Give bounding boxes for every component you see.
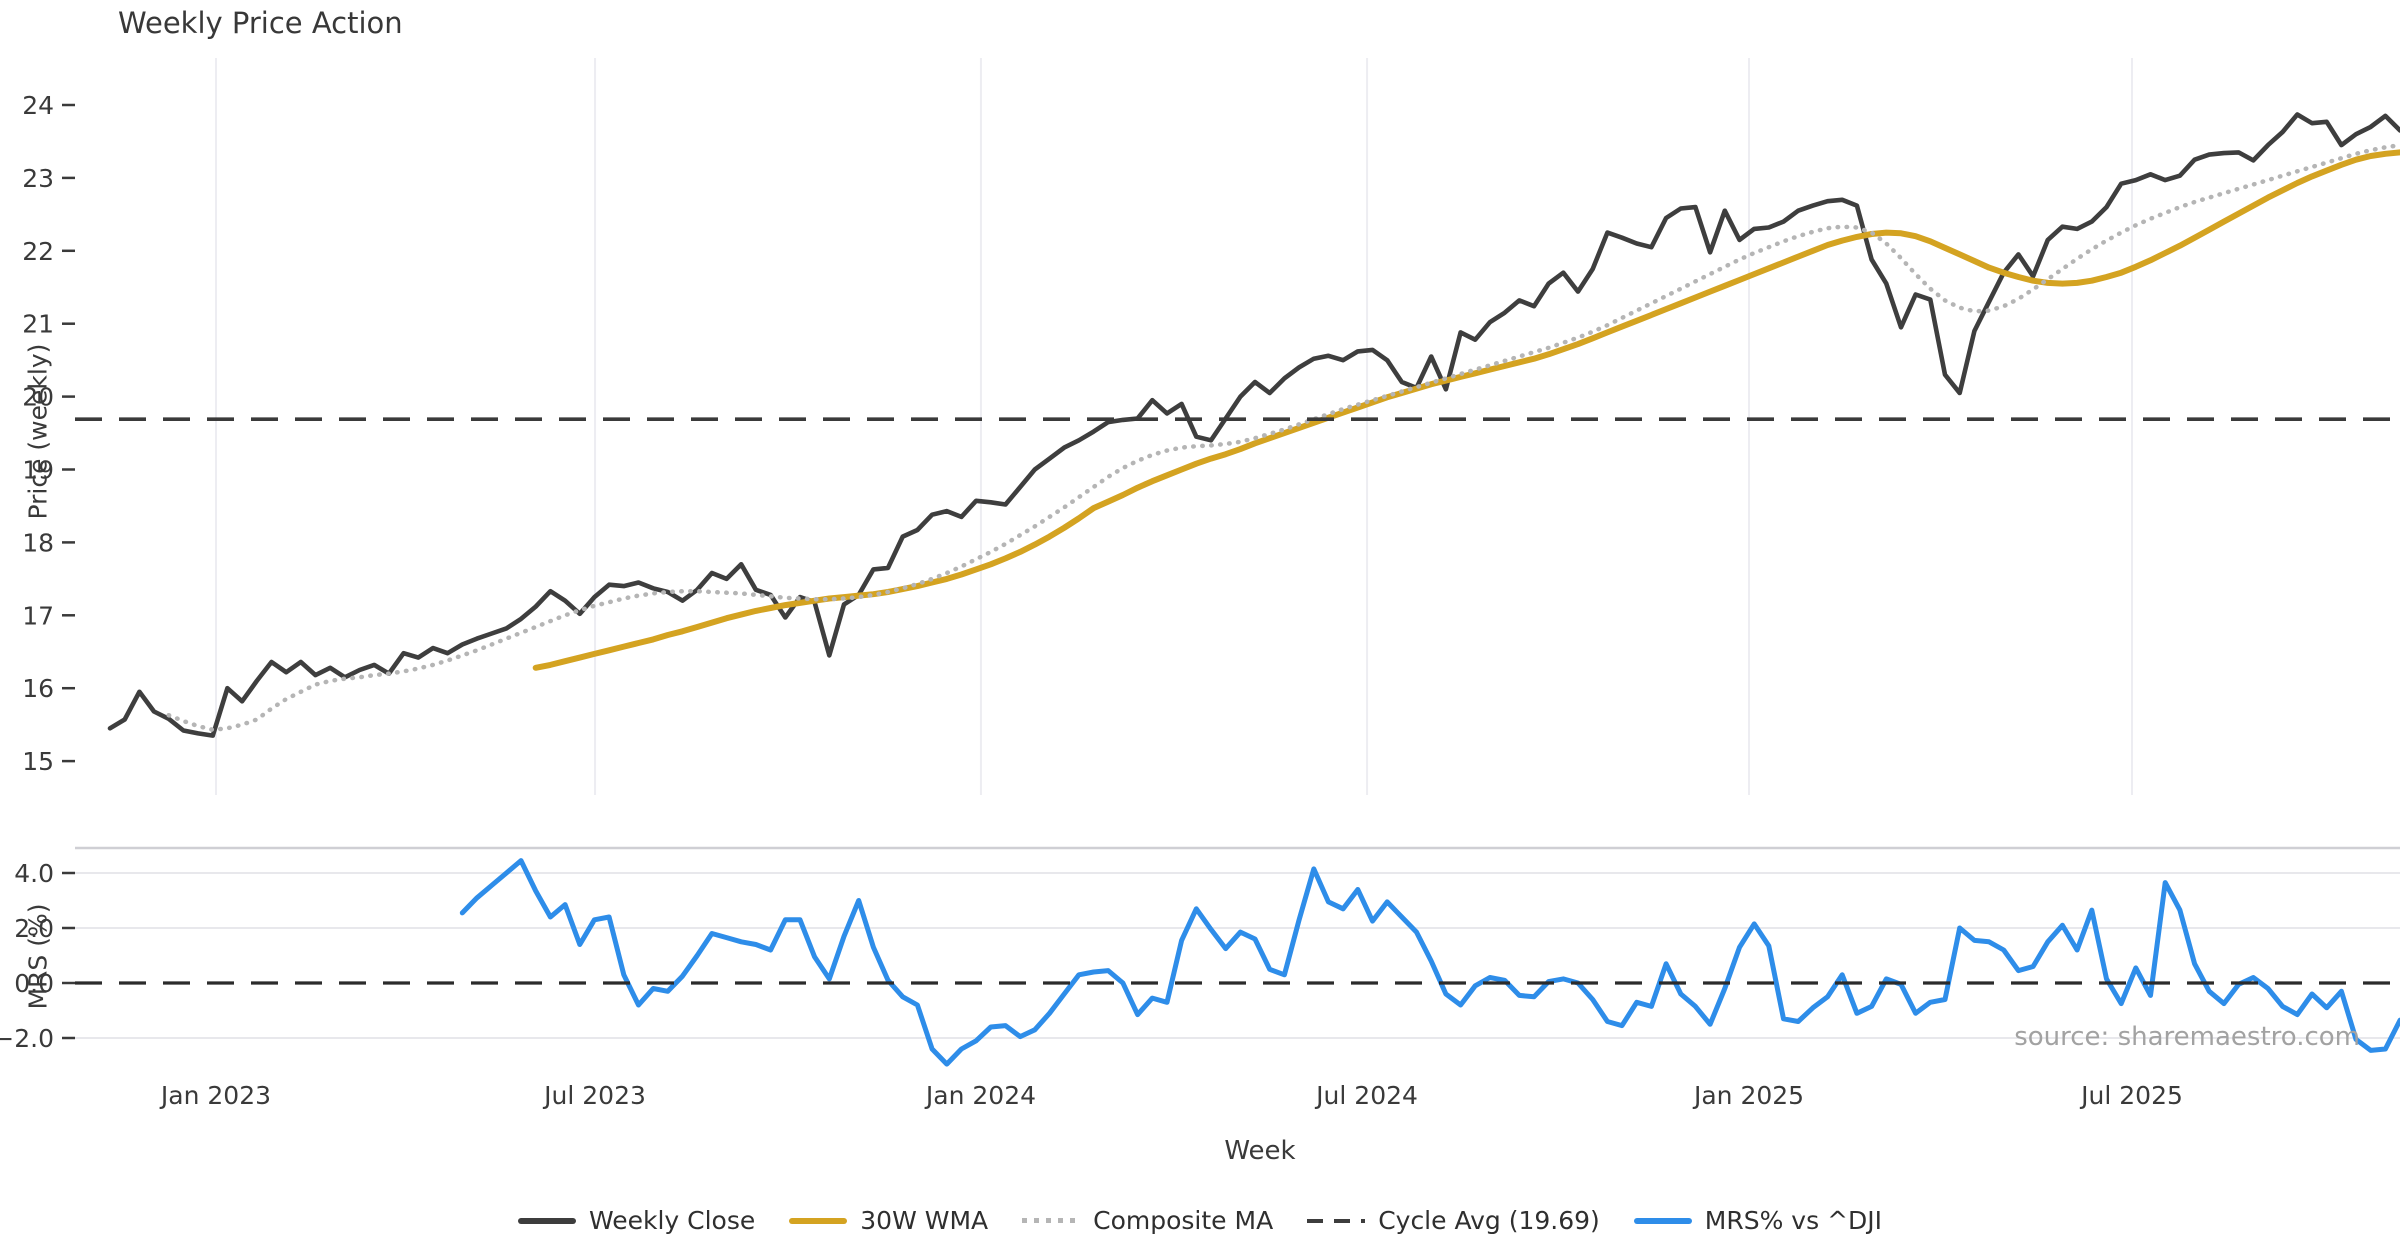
composite-ma-line [166,142,2400,733]
price-axis-label: Price (weekly) [23,343,53,520]
mrs-tick-label: 4.0 [14,859,54,888]
x-tick-label: Jan 2023 [159,1081,271,1110]
mrs-axis-label: MRS (%) [23,903,53,1010]
mrs-line-swatch [1633,1217,1692,1224]
cycle-avg-line-swatch [1307,1218,1366,1223]
mrs-tick-label: 0.0 [14,969,54,998]
price-tick-label: 17 [22,601,54,630]
mrs-vs-dji-line [459,858,2400,1067]
weekly-close-line [107,112,2400,738]
price-tick-label: 20 [22,383,54,412]
x-tick-label: Jul 2023 [542,1081,646,1110]
price-tick-label: 24 [22,91,54,120]
weekly-close-line-swatch [517,1217,576,1224]
price-tick-label: 15 [22,747,54,776]
chart-title: Weekly Price Action [118,6,403,40]
price-tick-label: 23 [22,164,54,193]
legend-label: Composite MA [1093,1206,1274,1235]
composite-ma-line-swatch [1022,1218,1081,1223]
legend-label: Weekly Close [588,1206,756,1235]
legend: Weekly Close 30W WMA Composite MA Cycle … [0,1206,2400,1235]
legend-label: MRS% vs ^DJI [1704,1206,1883,1235]
price-tick-label: 16 [22,674,54,703]
x-tick-label: Jan 2025 [1692,1081,1804,1110]
mrs-tick-label: −2.0 [0,1024,54,1053]
price-tick-label: 21 [22,310,54,339]
30w-wma-line [532,149,2400,671]
x-tick-label: Jul 2025 [2079,1081,2183,1110]
x-axis-label: Week [1224,1136,1296,1166]
wma-line-swatch [789,1217,848,1224]
legend-item-weekly-close: Weekly Close [517,1206,756,1235]
legend-item-mrs: MRS% vs ^DJI [1633,1206,1883,1235]
legend-item-cycle-avg: Cycle Avg (19.69) [1307,1206,1600,1235]
price-tick-label: 22 [22,237,54,266]
mrs-tick-label: 2.0 [14,914,54,943]
x-tick-label: Jan 2024 [924,1081,1036,1110]
x-tick-label: Jul 2024 [1314,1081,1418,1110]
legend-item-composite-ma: Composite MA [1022,1206,1273,1235]
legend-label: 30W WMA [860,1206,989,1235]
legend-item-30w-wma: 30W WMA [789,1206,988,1235]
price-tick-label: 18 [22,528,54,557]
price-tick-label: 19 [22,456,54,485]
legend-label: Cycle Avg (19.69) [1378,1206,1600,1235]
source-watermark: source: sharemaestro.com [2014,1022,2360,1052]
